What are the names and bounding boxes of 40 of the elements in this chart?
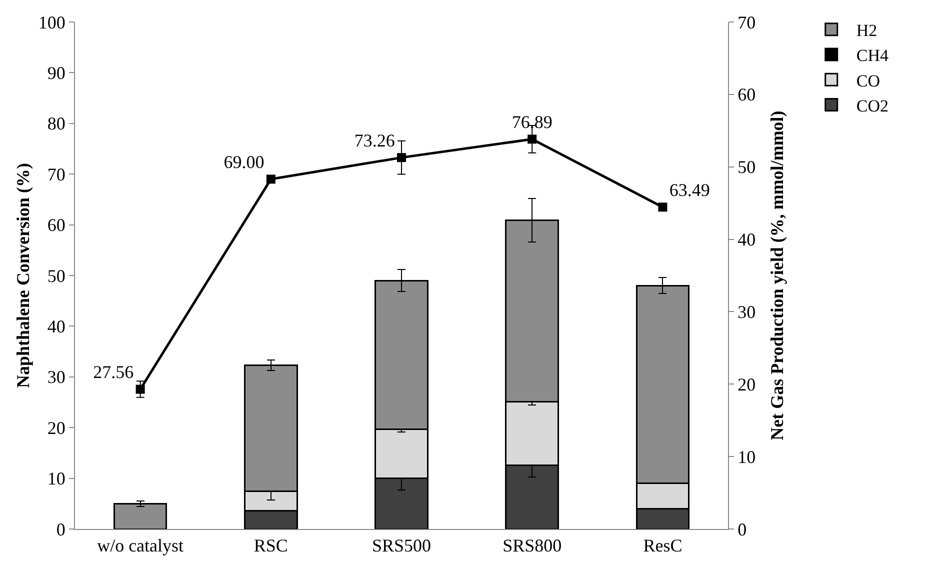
x-tick-label: SRS800 [502, 536, 562, 556]
legend-label: CH4 [856, 46, 889, 66]
x-tick-label: ResC [643, 536, 682, 556]
x-tick-label: w/o catalyst [97, 536, 184, 556]
data-label: 63.49 [669, 180, 710, 200]
point [266, 174, 276, 184]
data-label: 73.26 [354, 130, 395, 150]
y-tick-label: 80 [47, 114, 66, 134]
y-tick-label: 60 [47, 215, 66, 236]
y-tick-label: 70 [47, 164, 66, 184]
data-label: 76.89 [512, 112, 552, 132]
y-tick-label: 40 [47, 316, 66, 336]
legend-label: CO2 [856, 96, 888, 116]
x-tick-label: SRS500 [372, 536, 432, 556]
y2-tick-label: 70 [738, 12, 756, 32]
y-tick-label: 50 [47, 266, 66, 286]
y-tick-label: 10 [47, 468, 66, 489]
point [528, 134, 537, 144]
y2-tick-label: 30 [738, 302, 756, 322]
y-tick-label: 30 [47, 367, 66, 388]
y-tick-label: 0 [56, 519, 66, 540]
y-axis-title: Naphthalene Conversion (%) [13, 162, 33, 388]
y-tick-label: 20 [47, 418, 66, 438]
y2-tick-label: 50 [738, 157, 756, 178]
y-tick-label: 100 [38, 12, 66, 32]
x-tick-label: RSC [254, 536, 288, 556]
point [658, 202, 668, 212]
y2-tick-label: 40 [738, 230, 756, 250]
y-tick-label: 90 [47, 63, 66, 83]
data-label: 69.00 [224, 152, 264, 172]
legend-label: H2 [856, 21, 878, 40]
y2-tick-label: 0 [738, 519, 747, 540]
data-label: 27.56 [93, 362, 134, 382]
y2-tick-label: 60 [738, 84, 756, 105]
y2-tick-label: 20 [738, 374, 756, 394]
legend-label: CO [856, 71, 880, 90]
point [136, 384, 145, 394]
point [397, 153, 406, 162]
y2-tick-label: 10 [738, 446, 756, 467]
y2-axis-title: Net Gas Production yield (%, mmol/mmol) [767, 110, 787, 440]
